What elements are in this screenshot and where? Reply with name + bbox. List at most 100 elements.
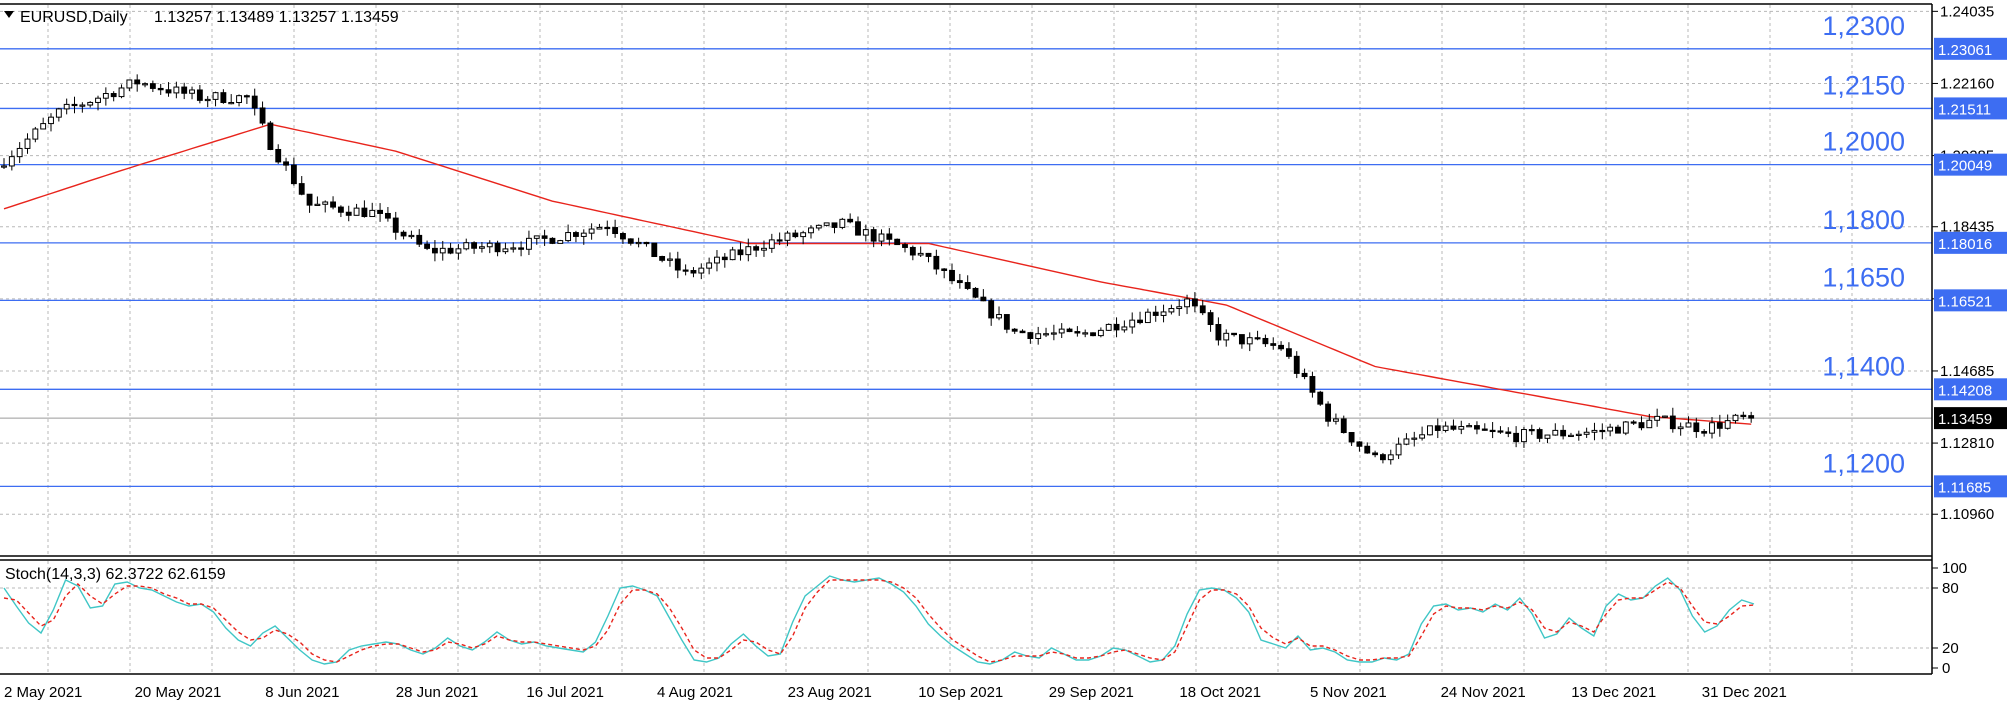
candle-bullish xyxy=(369,209,376,218)
level-tag: 1.21511 xyxy=(1938,101,1991,118)
candle-bearish xyxy=(1231,332,1237,336)
candle-bullish xyxy=(1395,443,1402,456)
candle-bullish xyxy=(565,232,572,242)
candle-bearish xyxy=(1474,425,1480,430)
candle-bearish xyxy=(337,206,344,213)
candle-bearish xyxy=(110,93,117,98)
level-tag: 1.20049 xyxy=(1938,158,1992,175)
current-price-tag-box xyxy=(1934,407,2007,430)
date-label: 18 Oct 2021 xyxy=(1179,684,1261,701)
candle-bearish xyxy=(1489,429,1496,433)
price-tick-label: 1.18435 xyxy=(1940,219,1994,236)
candle-bearish xyxy=(345,211,352,216)
candle-bearish xyxy=(1450,425,1457,430)
candle-bearish xyxy=(290,164,297,185)
candle-bullish xyxy=(1458,426,1465,430)
candle-bullish xyxy=(1724,420,1731,429)
candle-bearish xyxy=(1693,422,1700,433)
level-tag: 1.23061 xyxy=(1938,42,1992,59)
date-label: 2 May 2021 xyxy=(4,684,82,701)
candle-bullish xyxy=(478,246,485,249)
candle-bearish xyxy=(627,238,634,244)
candle-bullish xyxy=(1246,337,1253,345)
candle-bullish xyxy=(917,252,924,256)
candle-bearish xyxy=(400,231,407,237)
stoch-line-d xyxy=(3,579,1755,663)
candle-bearish xyxy=(220,92,227,104)
level-label: 1,1200 xyxy=(1822,448,1905,478)
candle-bearish xyxy=(1199,305,1206,314)
candle-bearish xyxy=(1379,454,1386,461)
moving-average-line xyxy=(3,123,1752,425)
candle-bullish xyxy=(1082,332,1089,335)
candle-bullish xyxy=(706,262,713,269)
candle-bearish xyxy=(518,247,525,250)
level-tag: 1.11685 xyxy=(1938,479,1991,496)
candle-bullish xyxy=(1427,425,1433,436)
candle-bearish xyxy=(1113,323,1120,331)
candle-bearish xyxy=(604,226,611,230)
candle-bearish xyxy=(134,79,141,85)
candle-bearish xyxy=(275,148,282,163)
candle-bullish xyxy=(24,138,31,149)
candle-bearish xyxy=(847,218,854,223)
candle-bearish xyxy=(964,282,971,289)
candle-bullish xyxy=(1,165,7,168)
candle-bullish xyxy=(353,207,360,216)
candle-bullish xyxy=(1442,425,1449,431)
candle-bullish xyxy=(510,247,517,250)
collapse-triangle-icon[interactable] xyxy=(4,11,14,18)
level-tag-box xyxy=(1934,37,2007,60)
candle-bearish xyxy=(1074,331,1081,334)
current-price-tag: 1.13459 xyxy=(1938,411,1992,428)
candle-bearish xyxy=(651,242,658,258)
candle-bullish xyxy=(79,104,86,107)
candle-bearish xyxy=(1215,324,1222,341)
candle-bearish xyxy=(549,237,556,244)
candle-bullish xyxy=(1419,434,1426,439)
candle-bullish xyxy=(1677,426,1684,430)
candle-bullish xyxy=(768,239,775,249)
candle-bullish xyxy=(1121,326,1128,331)
candle-bullish xyxy=(667,258,673,261)
candle-bullish xyxy=(1403,438,1410,445)
candle-bearish xyxy=(855,221,861,236)
candle-bearish xyxy=(573,232,579,237)
candle-bullish xyxy=(1685,422,1692,428)
candle-bearish xyxy=(416,234,423,245)
candle-bearish xyxy=(1372,452,1379,456)
candle-bearish xyxy=(251,95,258,109)
candle-bearish xyxy=(1748,415,1755,419)
candle-bullish xyxy=(212,92,219,100)
candle-bullish xyxy=(126,79,133,89)
candle-bearish xyxy=(1254,337,1261,340)
level-label: 1,1400 xyxy=(1822,351,1905,381)
candle-bearish xyxy=(149,83,156,89)
candle-bearish xyxy=(949,269,955,282)
candle-bearish xyxy=(1090,332,1096,337)
candle-bearish xyxy=(1285,348,1292,357)
stoch-tick-label: 100 xyxy=(1942,560,1967,577)
candle-bearish xyxy=(1019,330,1026,334)
candle-bullish xyxy=(1552,429,1559,436)
level-tag: 1.18016 xyxy=(1938,236,1992,253)
level-label: 1,1650 xyxy=(1822,262,1905,292)
candle-bullish xyxy=(729,249,736,261)
symbol-label: EURUSD,Daily xyxy=(20,9,128,26)
candle-bearish xyxy=(1278,344,1285,350)
candle-bullish xyxy=(1035,333,1042,339)
candle-bearish xyxy=(1011,328,1018,332)
date-label: 31 Dec 2021 xyxy=(1702,684,1787,701)
candle-bearish xyxy=(157,87,164,91)
candle-bullish xyxy=(95,97,101,103)
candle-bearish xyxy=(1325,403,1332,422)
candle-bearish xyxy=(1434,425,1441,431)
candle-bullish xyxy=(173,86,180,94)
candle-bullish xyxy=(48,116,54,125)
level-label: 1,2000 xyxy=(1822,127,1905,157)
candle-bullish xyxy=(102,93,109,99)
candle-bearish xyxy=(243,95,250,98)
candle-bullish xyxy=(118,87,125,98)
